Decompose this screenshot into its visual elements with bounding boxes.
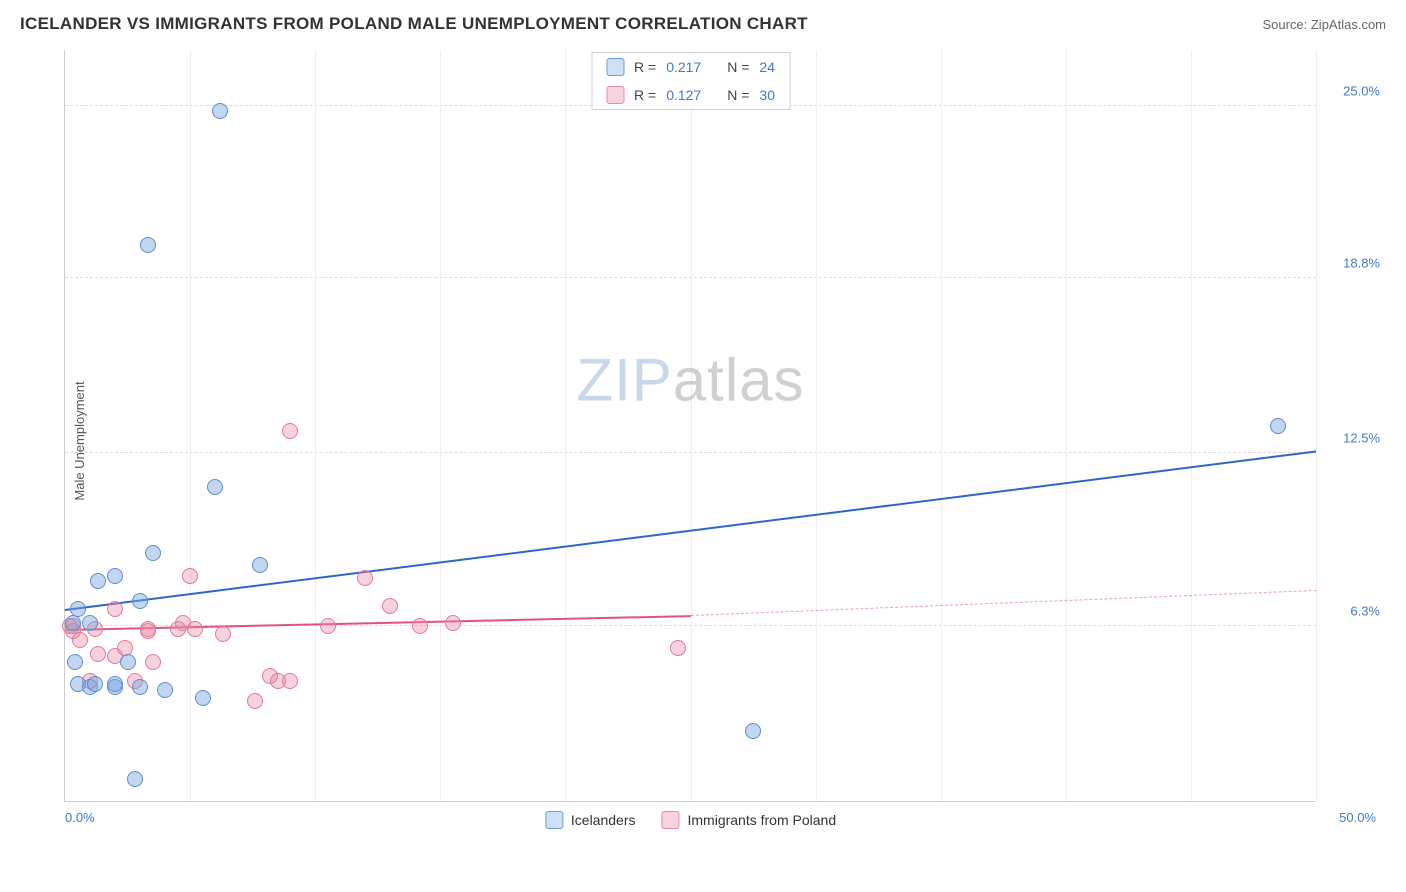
x-tick-max: 50.0% [1339,810,1376,825]
n-label: N = [727,87,749,103]
trendline-extrap-poland [690,590,1316,616]
data-point-poland [282,423,298,439]
data-point-icelanders [195,690,211,706]
data-point-poland [382,598,398,614]
data-point-poland [90,646,106,662]
icelanders-swatch-icon [545,811,563,829]
data-point-icelanders [120,654,136,670]
gridline-v [190,50,191,801]
gridline-v [1316,50,1317,801]
legend-label-poland: Immigrants from Poland [687,812,836,828]
data-point-icelanders [67,654,83,670]
data-point-poland [187,621,203,637]
data-point-icelanders [107,568,123,584]
x-tick-min: 0.0% [65,810,95,825]
data-point-poland [670,640,686,656]
data-point-poland [145,654,161,670]
data-point-icelanders [132,593,148,609]
r-label: R = [634,87,656,103]
chart-container: Male Unemployment ZIPatlas R = 0.217 N =… [50,50,1386,832]
plot-area: ZIPatlas R = 0.217 N = 24 R = 0.127 N = … [64,50,1316,802]
data-point-poland [282,673,298,689]
data-point-icelanders [745,723,761,739]
data-point-poland [140,623,156,639]
data-point-poland [107,601,123,617]
data-point-icelanders [132,679,148,695]
poland-swatch-icon [661,811,679,829]
data-point-icelanders [90,573,106,589]
n-value-poland: 30 [759,87,775,103]
data-point-icelanders [252,557,268,573]
gridline-v [1066,50,1067,801]
chart-title: ICELANDER VS IMMIGRANTS FROM POLAND MALE… [20,14,808,34]
watermark-zip: ZIP [576,347,672,414]
data-point-poland [182,568,198,584]
stats-legend-row-icelanders: R = 0.217 N = 24 [592,53,789,81]
data-point-poland [320,618,336,634]
y-tick-label: 25.0% [1343,83,1380,98]
n-label: N = [727,59,749,75]
source-attribution: Source: ZipAtlas.com [1262,17,1386,32]
series-legend: Icelanders Immigrants from Poland [537,811,844,829]
data-point-icelanders [212,103,228,119]
data-point-icelanders [107,676,123,692]
gridline-v [816,50,817,801]
y-tick-label: 12.5% [1343,431,1380,446]
data-point-poland [72,632,88,648]
data-point-icelanders [65,615,81,631]
trendline-poland [65,615,691,631]
data-point-icelanders [127,771,143,787]
data-point-icelanders [87,676,103,692]
legend-item-icelanders: Icelanders [545,811,636,829]
data-point-poland [412,618,428,634]
data-point-icelanders [82,615,98,631]
data-point-icelanders [1270,418,1286,434]
n-value-icelanders: 24 [759,59,775,75]
y-tick-label: 18.8% [1343,256,1380,271]
data-point-poland [357,570,373,586]
stats-legend-row-poland: R = 0.127 N = 30 [592,81,789,109]
r-value-poland: 0.127 [666,87,701,103]
data-point-icelanders [207,479,223,495]
data-point-poland [247,693,263,709]
data-point-icelanders [70,601,86,617]
data-point-icelanders [145,545,161,561]
y-tick-label: 6.3% [1350,603,1380,618]
watermark: ZIPatlas [576,346,804,415]
watermark-atlas: atlas [673,347,805,414]
data-point-icelanders [157,682,173,698]
gridline-v [440,50,441,801]
gridline-v [315,50,316,801]
data-point-poland [215,626,231,642]
poland-swatch-icon [606,86,624,104]
gridline-v [565,50,566,801]
legend-item-poland: Immigrants from Poland [661,811,836,829]
gridline-v [1191,50,1192,801]
icelanders-swatch-icon [606,58,624,76]
data-point-poland [445,615,461,631]
gridline-v [941,50,942,801]
stats-legend: R = 0.217 N = 24 R = 0.127 N = 30 [591,52,790,110]
data-point-icelanders [140,237,156,253]
r-label: R = [634,59,656,75]
legend-label-icelanders: Icelanders [571,812,636,828]
gridline-v [691,50,692,801]
r-value-icelanders: 0.217 [666,59,701,75]
